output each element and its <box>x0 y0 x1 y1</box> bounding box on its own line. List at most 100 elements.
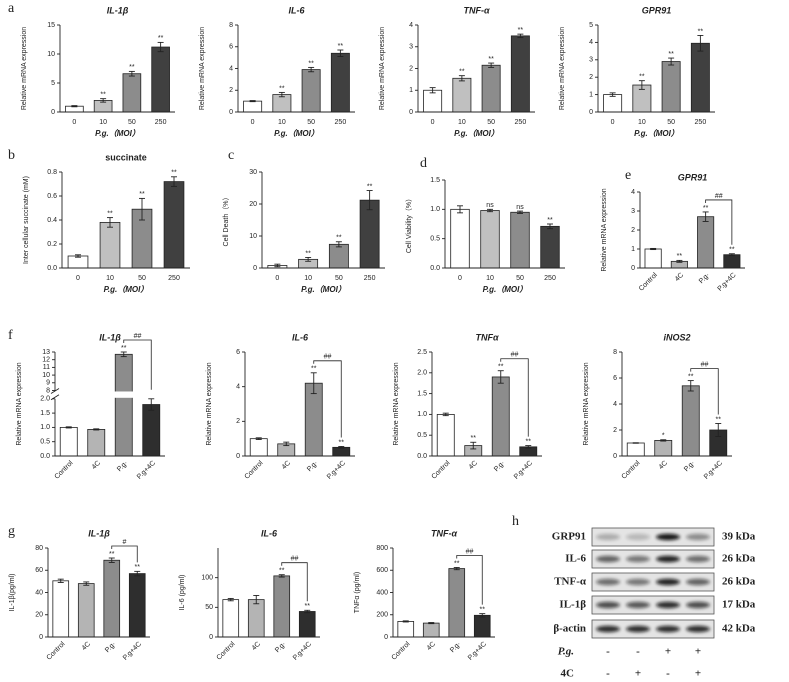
blot-band <box>686 601 710 609</box>
y-tick-label: 0.5 <box>417 432 427 439</box>
blot-band <box>596 533 620 541</box>
bar <box>99 221 121 269</box>
significance: ** <box>338 43 344 50</box>
error-bar <box>458 75 465 82</box>
y-axis-label: Relative mRNA expression <box>559 27 566 110</box>
x-tick-label: 50 <box>516 275 524 282</box>
y-tick-label: 0.6 <box>47 193 57 200</box>
significance: ** <box>367 183 373 190</box>
significance: ** <box>171 170 177 177</box>
significance: ** <box>480 606 486 613</box>
x-tick-label: 10 <box>99 119 107 126</box>
error-bar <box>428 622 435 625</box>
x-tick-label: 250 <box>364 275 376 282</box>
bar <box>87 429 106 457</box>
significance: ** <box>135 564 141 571</box>
significance: ** <box>279 568 285 575</box>
comparison-bracket <box>111 545 138 563</box>
x-tick-label: P.g+4C <box>467 641 488 662</box>
significance: ** <box>488 56 494 63</box>
blot-band <box>656 601 680 609</box>
x-tick-label: 0 <box>611 119 615 126</box>
error-bar <box>253 595 260 605</box>
bar <box>298 611 316 638</box>
x-tick-label: Control <box>638 271 659 292</box>
comparison-label: # <box>123 539 127 546</box>
y-tick-label: 60 <box>35 567 43 574</box>
protein-size: 26 kDa <box>722 553 756 565</box>
bar <box>114 353 133 457</box>
error-bar <box>487 208 493 213</box>
y-tick-label: 2 <box>613 427 617 434</box>
blot-band <box>656 533 680 541</box>
x-tick-label: 250 <box>155 119 167 126</box>
y-tick-label: 1.0 <box>430 206 440 213</box>
error-bar <box>660 439 667 442</box>
bar <box>473 614 491 638</box>
error-bar <box>283 441 290 447</box>
y-tick-label: 0 <box>229 109 233 116</box>
x-tick-label: Control <box>216 640 237 661</box>
comparison-label: ## <box>324 354 332 361</box>
bar <box>249 438 268 457</box>
blot-band <box>626 578 650 586</box>
y-tick-label: 2 <box>409 65 413 72</box>
significance: ** <box>471 435 477 442</box>
y-tick-label: 8 <box>229 22 233 29</box>
x-tick-label: P.g+4C <box>703 460 724 481</box>
y-tick-label: 1 <box>589 91 593 98</box>
significance: ** <box>139 191 145 198</box>
panel-label: d <box>420 156 427 171</box>
x-tick-label: P.g· <box>493 460 506 473</box>
blot-strip <box>591 527 715 547</box>
significance: ** <box>716 416 722 423</box>
blot-band <box>686 533 710 541</box>
x-axis-label: P.g.（MOI） <box>634 128 679 138</box>
y-tick-label: 2 <box>589 74 593 81</box>
protein-size: 42 kDa <box>722 623 756 635</box>
x-tick-label: 4C <box>658 460 669 471</box>
x-tick-label: 50 <box>138 275 146 282</box>
y-tick-label: 20 <box>35 612 43 619</box>
treatment-sign: + <box>665 646 671 658</box>
y-tick-label: 2 <box>236 418 240 425</box>
error-bar <box>65 426 72 429</box>
y-tick-label: 0.0 <box>47 265 57 272</box>
y-tick-label: 1.5 <box>40 410 50 417</box>
error-bar <box>278 574 285 578</box>
blot-strip <box>591 619 715 639</box>
treatment-label: P.g. <box>558 646 574 658</box>
comparison-label: ## <box>134 333 142 340</box>
chart-title: IL-6 <box>261 528 278 538</box>
blot-band <box>686 625 710 633</box>
blot-band <box>626 555 650 563</box>
error-bar <box>249 100 256 103</box>
y-tick-label: 1 <box>409 87 413 94</box>
panel-label: c <box>228 148 234 163</box>
bar <box>448 568 466 638</box>
error-bar <box>128 70 135 77</box>
x-tick-label: 10 <box>278 119 286 126</box>
error-bar <box>107 217 113 228</box>
error-bar <box>57 578 64 583</box>
x-tick-label: 0 <box>275 275 279 282</box>
significance: ** <box>703 205 709 212</box>
bar <box>423 89 443 113</box>
x-tick-label: P.g+4C <box>326 460 347 481</box>
error-bar <box>687 380 694 392</box>
y-tick-label: 4 <box>589 39 593 46</box>
bar <box>122 73 142 113</box>
bar <box>450 208 470 269</box>
bar <box>681 385 700 457</box>
error-bar <box>100 98 107 103</box>
error-bar <box>75 254 81 258</box>
comparison-bracket <box>123 339 152 390</box>
axis-break-gap <box>53 391 165 398</box>
x-tick-label: P.g+4C <box>122 641 143 662</box>
bar <box>52 580 70 638</box>
bar <box>690 42 710 113</box>
y-axis-label: Relative mRNA expression <box>16 362 23 445</box>
error-bar <box>728 253 735 257</box>
protein-label: IL-6 <box>565 553 586 565</box>
y-tick-label: 0 <box>51 109 55 116</box>
